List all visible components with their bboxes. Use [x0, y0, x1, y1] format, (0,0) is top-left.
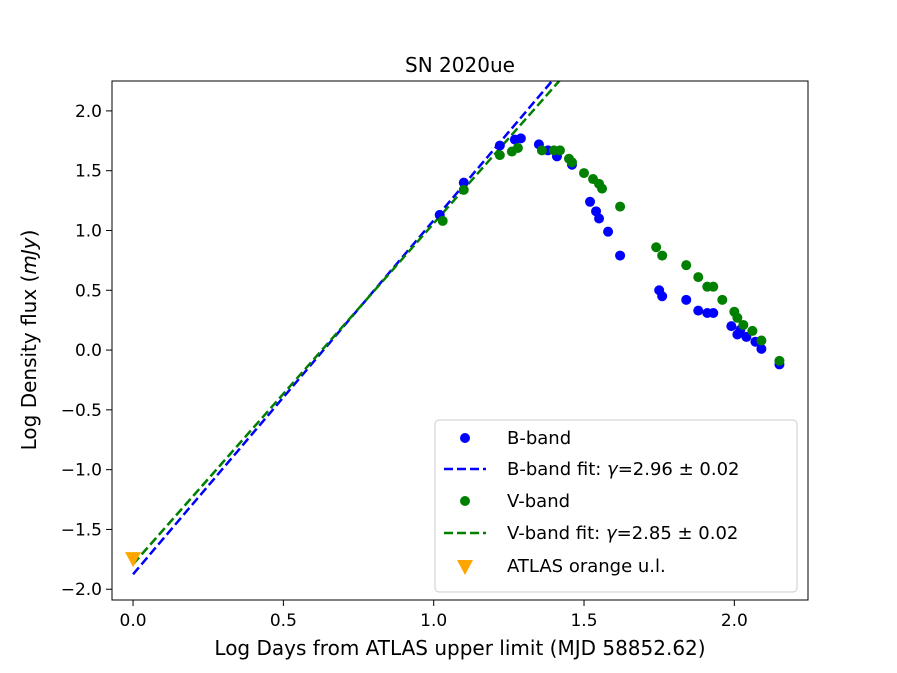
v-band-point	[681, 260, 692, 271]
atlas-upper-limit-marker	[125, 552, 142, 568]
legend-box	[434, 419, 798, 593]
b-band-point	[603, 226, 614, 237]
v-band-point	[717, 294, 728, 305]
y-tick-label: 0.0	[75, 341, 102, 361]
legend-b-band-fit-symbol: γ	[607, 459, 619, 480]
v-band-point	[657, 250, 668, 261]
legend-b-band-label: B-band	[507, 428, 571, 449]
v-band-point	[512, 142, 523, 153]
v-band-point	[738, 319, 749, 330]
y-tick-label: 1.0	[75, 221, 102, 241]
b-band-point	[708, 307, 719, 318]
b-band-point	[756, 343, 767, 354]
legend-v-band-fit-prefix: V-band fit:	[507, 523, 606, 544]
b-band-point	[585, 196, 596, 207]
v-band-point	[651, 242, 662, 253]
b-band-point	[726, 321, 737, 332]
y-tick-label: −0.5	[61, 401, 102, 421]
b-band-point	[657, 291, 668, 302]
legend-v-band-fit-value: =2.85 ± 0.02	[617, 523, 739, 544]
x-axis-label: Log Days from ATLAS upper limit (MJD 588…	[214, 636, 705, 660]
v-band-point	[597, 183, 608, 194]
v-band-point	[732, 312, 743, 323]
b-band-point	[615, 250, 626, 261]
legend-v-band-fit-label: V-band fit: γ=2.85 ± 0.02	[507, 523, 738, 544]
y-tick-label: −1.0	[61, 461, 102, 481]
legend-v-band-fit-symbol: γ	[606, 523, 618, 544]
v-band-point	[494, 150, 505, 161]
legend-b-band-fit-prefix: B-band fit:	[507, 459, 607, 480]
y-axis-label-unit: mJy	[17, 236, 41, 274]
legend-v-band-marker	[460, 496, 470, 506]
y-axis: 2.0 1.5 1.0 0.5 0.0 −0.5 −1.0 −1.5 −2.0	[61, 102, 112, 600]
v-band-point	[437, 215, 448, 226]
b-band-point	[681, 294, 692, 305]
y-axis-label: Log Density flux (mJy)	[17, 230, 41, 451]
v-band-point	[747, 325, 758, 336]
v-band-point	[756, 335, 767, 346]
v-band-point	[708, 281, 719, 292]
x-tick-label: 0.5	[270, 611, 297, 631]
y-tick-label: −1.5	[61, 520, 102, 540]
axes-frame	[111, 80, 809, 601]
v-band-point	[693, 272, 704, 283]
v-band-point	[566, 157, 577, 168]
chart-title: SN 2020ue	[405, 53, 515, 77]
legend: B-band B-band fit: γ=2.96 ± 0.02 V-band …	[434, 419, 798, 593]
legend-v-band-label: V-band	[507, 491, 570, 512]
x-tick-label: 1.0	[420, 611, 447, 631]
x-tick-label: 1.5	[570, 611, 597, 631]
b-band-point	[458, 177, 469, 188]
y-axis-label-suffix: )	[17, 230, 41, 238]
v-band-point	[458, 184, 469, 195]
y-tick-label: 0.5	[75, 281, 102, 301]
x-tick-label: 2.0	[721, 611, 748, 631]
y-tick-label: 2.0	[75, 102, 102, 122]
legend-b-band-marker	[460, 433, 470, 443]
v-band-point	[774, 355, 785, 366]
legend-b-band-fit-label: B-band fit: γ=2.96 ± 0.02	[507, 459, 739, 480]
v-band-point	[554, 145, 565, 156]
b-band-point	[515, 133, 526, 144]
b-band-point	[693, 305, 704, 316]
legend-b-band-fit-value: =2.96 ± 0.02	[618, 459, 740, 480]
b-band-point	[494, 140, 505, 151]
legend-atlas-label: ATLAS orange u.l.	[507, 556, 666, 577]
x-axis: 0.0 0.5 1.0 1.5 2.0	[120, 600, 748, 631]
y-tick-label: 1.5	[75, 162, 102, 182]
v-band-point	[579, 168, 590, 179]
plot-area	[132, 81, 785, 576]
x-tick-label: 0.0	[120, 611, 147, 631]
v-band-point	[615, 201, 626, 212]
y-tick-label: −2.0	[61, 580, 102, 600]
legend-atlas-marker	[457, 560, 473, 575]
y-axis-label-prefix: Log Density flux (	[17, 275, 41, 451]
v-band-point	[536, 145, 547, 156]
b-band-point	[594, 213, 605, 224]
